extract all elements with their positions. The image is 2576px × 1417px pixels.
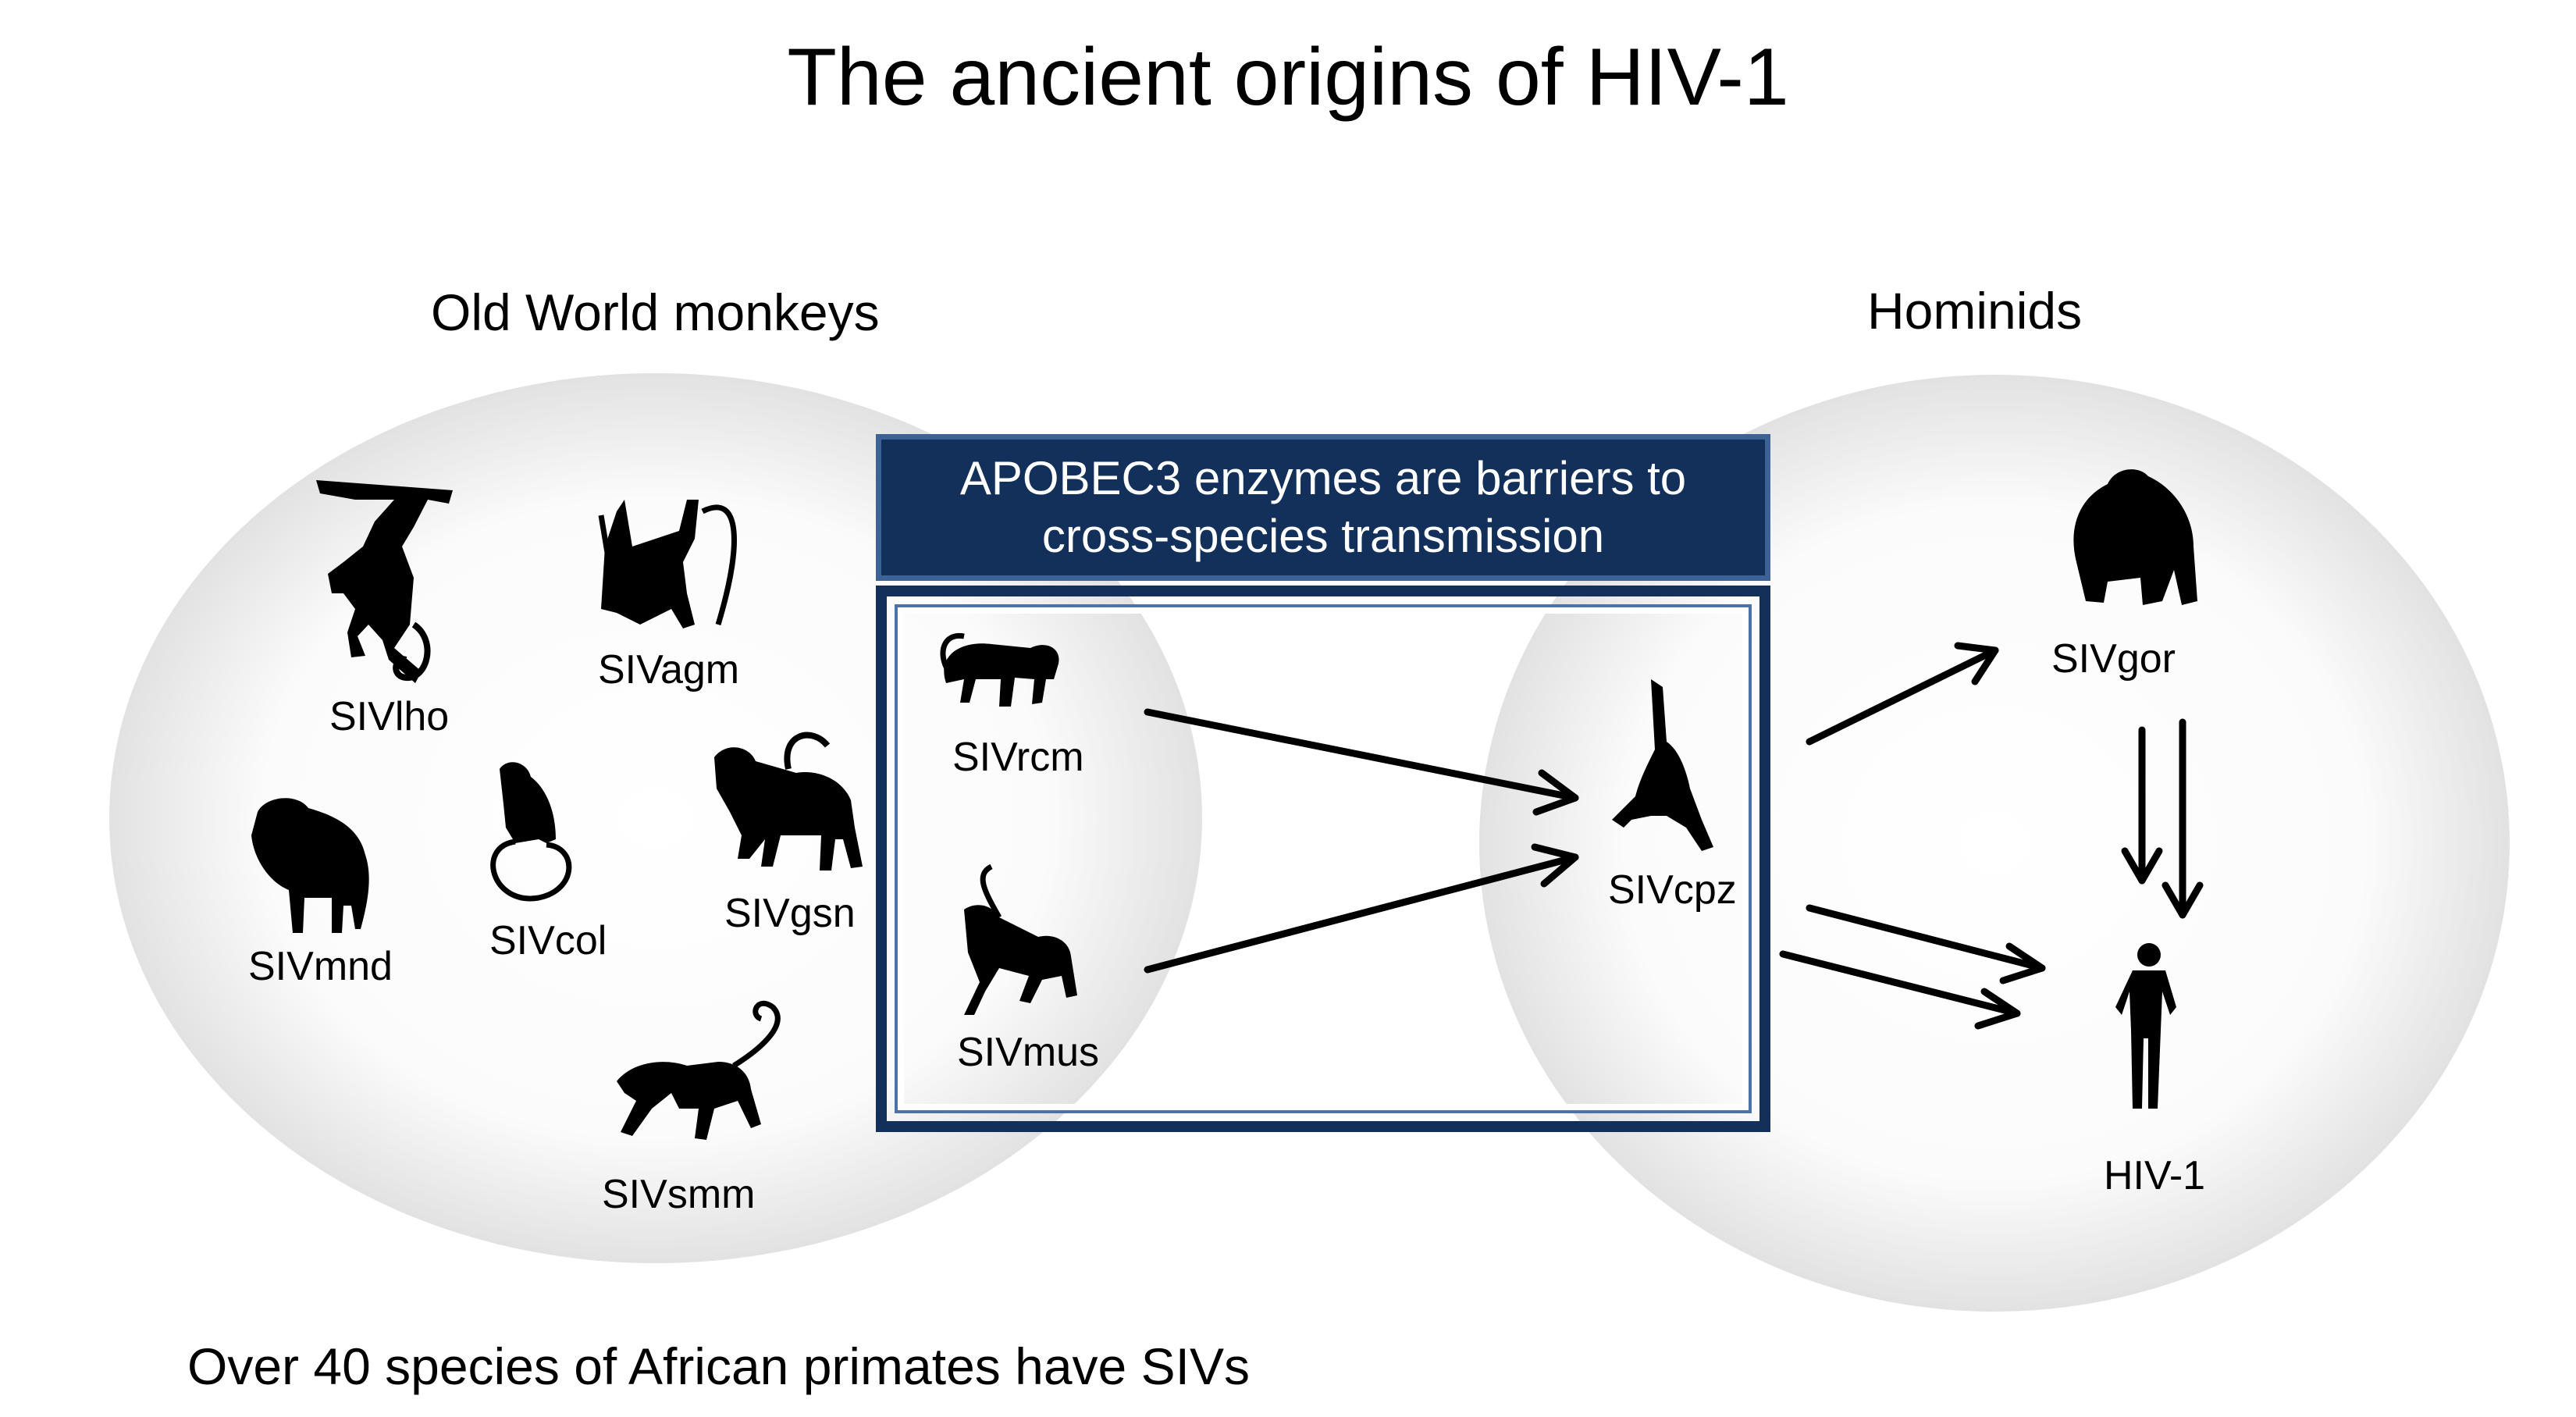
barrier-box xyxy=(876,586,1770,1132)
arrow-cpz-to-hiv-2 xyxy=(1779,950,2021,1030)
hanging-monkey-icon xyxy=(316,480,453,683)
apobec3-banner: APOBEC3 enzymes are barriers to cross-sp… xyxy=(876,434,1770,581)
colobus-icon xyxy=(490,762,572,902)
label-sivrcm: SIVrcm xyxy=(952,735,1084,780)
label-sivagm: SIVagm xyxy=(598,647,740,692)
label-sivcol: SIVcol xyxy=(489,918,607,963)
chimpanzee-icon xyxy=(1612,679,1713,851)
human-icon xyxy=(2115,943,2176,1109)
banner-line-2: cross-species transmission xyxy=(1041,510,1605,562)
gorilla-icon xyxy=(2073,469,2197,605)
label-sivgor: SIVgor xyxy=(2051,636,2176,682)
arrow-mus-to-cpz xyxy=(1144,843,1579,974)
mandrill-icon xyxy=(251,798,369,933)
label-sivlho: SIVlho xyxy=(329,694,450,739)
mangabey-icon xyxy=(617,1000,781,1140)
label-sivmnd: SIVmnd xyxy=(248,944,393,989)
red-capped-mangabey-icon xyxy=(940,632,1059,707)
footer-caption: Over 40 species of African primates have… xyxy=(187,1337,1250,1395)
banner-line-1: APOBEC3 enzymes are barriers to xyxy=(959,452,1687,504)
hominids-heading: Hominids xyxy=(1867,282,2083,340)
arrow-gor-to-hiv-1 xyxy=(2121,726,2163,885)
page-title: The ancient origins of HIV-1 xyxy=(787,32,1789,123)
label-sivmus: SIVmus xyxy=(957,1030,1100,1075)
label-sivcpz: SIVcpz xyxy=(1608,867,1737,913)
mustached-monkey-icon xyxy=(964,863,1077,1015)
barrier-box-inner xyxy=(898,607,1749,1110)
arrow-rcm-to-cpz xyxy=(1144,708,1579,816)
guenon-icon xyxy=(714,732,863,870)
arrow-cpz-to-hiv-1 xyxy=(1806,904,2046,984)
climbing-monkey-icon xyxy=(598,500,737,628)
label-sivgsn: SIVgsn xyxy=(724,891,856,936)
transmission-arrows xyxy=(1144,642,2204,1030)
label-hiv-1: HIV-1 xyxy=(2104,1153,2206,1198)
old-world-heading: Old World monkeys xyxy=(431,283,880,341)
arrow-cpz-to-gor xyxy=(1806,642,1999,746)
arrow-gor-to-hiv-2 xyxy=(2161,718,2204,919)
label-sivsmm: SIVsmm xyxy=(602,1172,756,1217)
